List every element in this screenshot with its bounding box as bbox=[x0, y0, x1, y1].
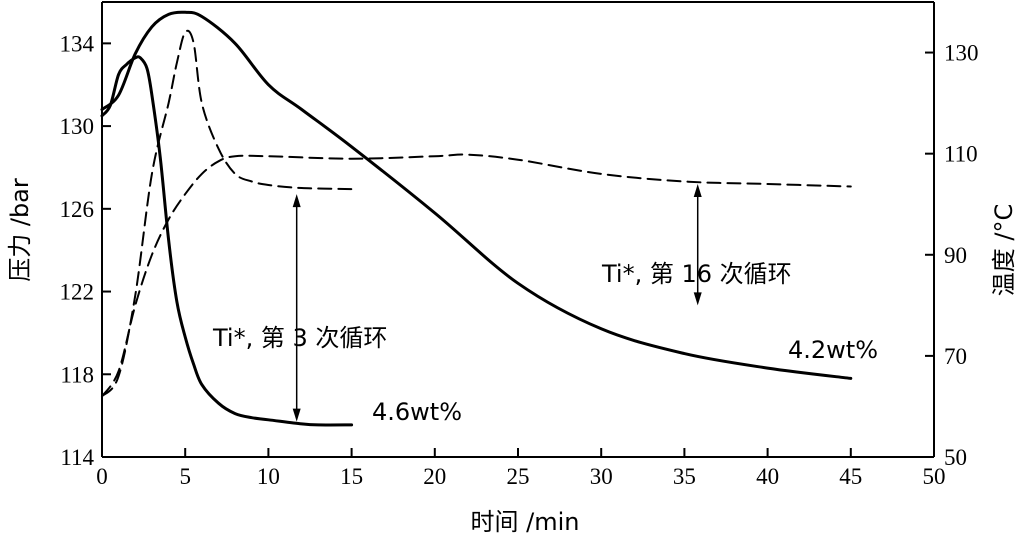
y-left-axis-title: 压力 /bar bbox=[6, 178, 34, 282]
annotation-ti-cycle-3: Ti*, 第 3 次循环 bbox=[212, 324, 387, 352]
x-tick-label: 50 bbox=[923, 464, 946, 489]
annotation-4-6wt: 4.6wt% bbox=[372, 398, 462, 426]
annotation-4-2wt: 4.2wt% bbox=[788, 336, 878, 364]
y-left-tick-label: 130 bbox=[60, 114, 95, 139]
series-line-4-2wt bbox=[100, 10, 853, 380]
y-right-tick-label: 50 bbox=[944, 445, 967, 470]
x-tick-label: 5 bbox=[179, 464, 191, 489]
y-left-tick-label: 126 bbox=[60, 197, 95, 222]
series-line-ti-cycle-16 bbox=[101, 153, 852, 398]
arrows-layer bbox=[292, 184, 702, 422]
arrow-ti-cycle-3 bbox=[292, 194, 301, 422]
y-right-tick-label: 110 bbox=[944, 142, 978, 167]
x-tick-label: 40 bbox=[756, 464, 779, 489]
y-left-tick-label: 118 bbox=[60, 362, 94, 387]
annotation-ti-cycle-16: Ti*, 第 16 次循环 bbox=[601, 260, 792, 288]
ticks-layer: 0 5 10 15 20 25 30 35 40 45 50 114 118 122 126 130 134 50… bbox=[60, 31, 979, 489]
x-axis-title: 时间 /min bbox=[471, 508, 580, 536]
x-tick-label: 35 bbox=[673, 464, 696, 489]
x-tick-label: 45 bbox=[839, 464, 862, 489]
y-right-tick-label: 130 bbox=[944, 41, 979, 66]
x-tick-label: 30 bbox=[590, 464, 613, 489]
y-left-tick-label: 122 bbox=[60, 280, 95, 305]
y-right-tick-label: 90 bbox=[944, 243, 967, 268]
x-tick-label: 25 bbox=[507, 464, 530, 489]
y-left-tick-label: 114 bbox=[60, 445, 94, 470]
series-line-4-6wt bbox=[100, 55, 354, 427]
plot-frame bbox=[101, 1, 935, 458]
series-line-ti-cycle-3 bbox=[101, 29, 353, 398]
series-layer bbox=[100, 10, 853, 427]
y-right-tick-label: 70 bbox=[944, 344, 967, 369]
arrow-ti-cycle-16 bbox=[693, 184, 702, 306]
x-tick-label: 15 bbox=[340, 464, 363, 489]
x-tick-label: 20 bbox=[423, 464, 446, 489]
y-left-tick-label: 134 bbox=[60, 31, 95, 56]
x-tick-label: 10 bbox=[257, 464, 280, 489]
y-right-axis-title: 温度 /°C bbox=[990, 204, 1018, 296]
x-tick-label: 0 bbox=[96, 464, 108, 489]
